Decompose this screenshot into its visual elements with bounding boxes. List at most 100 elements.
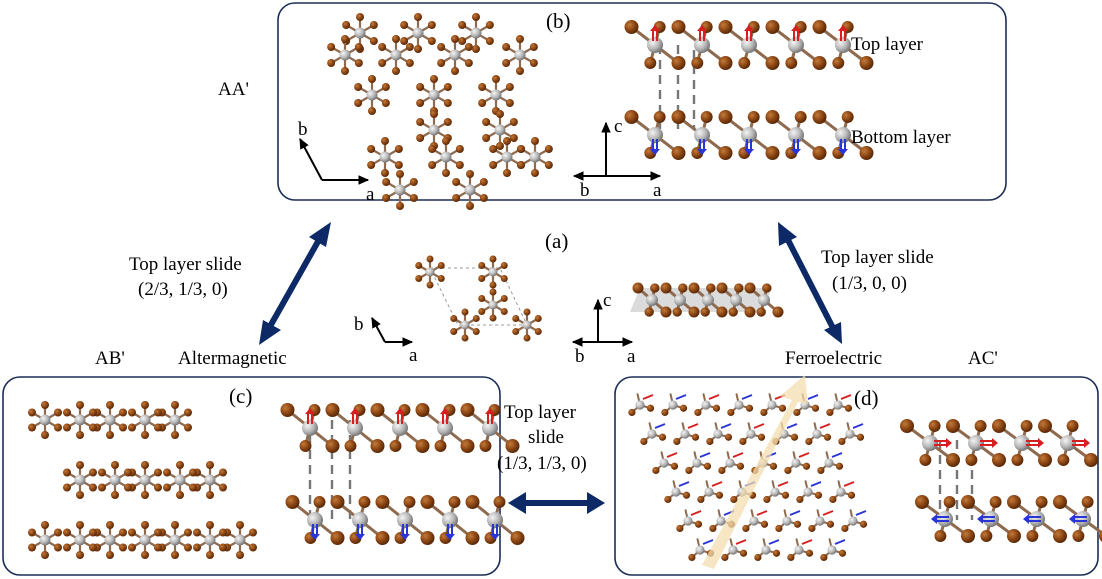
halogen-atom <box>664 495 672 504</box>
halogen-atom <box>712 404 721 412</box>
spin-arrow <box>819 423 831 429</box>
halogen-atom <box>812 56 827 70</box>
halogen-atom <box>700 307 710 317</box>
halogen-atom <box>427 37 436 45</box>
spin-arrow <box>840 394 852 400</box>
metal-atom <box>449 49 461 61</box>
panel-d-topview-lattice <box>628 375 868 569</box>
halogen-atom <box>671 56 686 70</box>
halogen-atom <box>141 551 149 559</box>
halogen-atom <box>760 520 769 528</box>
halogen-atom <box>479 440 492 452</box>
halogen-atom <box>658 433 667 441</box>
halogen-atom <box>448 496 461 508</box>
halogen-atom <box>505 83 514 91</box>
panel-a-sideview-monolayer <box>630 282 784 318</box>
metal-atom <box>392 420 408 436</box>
halogen-atom <box>465 531 480 545</box>
metal-atom <box>204 474 216 486</box>
halogen-atom <box>812 110 827 124</box>
halogen-atom <box>464 43 473 51</box>
metal-atom <box>470 27 482 39</box>
halogen-atom <box>745 404 754 412</box>
halogen-atom <box>718 20 733 34</box>
halogen-atom <box>118 408 127 417</box>
metal-atom <box>204 534 216 546</box>
halogen-atom <box>472 328 480 335</box>
halogen-atom <box>183 423 192 432</box>
halogen-atom <box>747 111 760 123</box>
halogen-atom <box>671 20 686 34</box>
halogen-atom <box>721 553 729 562</box>
axis-a-side-b: b <box>575 346 585 367</box>
spin-arrow <box>834 539 846 545</box>
spin-arrow <box>807 394 819 400</box>
phase-altermagnetic-label: Altermagnetic <box>178 348 287 369</box>
halogen-atom <box>756 307 766 317</box>
metal-atom <box>302 420 318 436</box>
halogen-atom <box>206 491 214 499</box>
halogen-atom <box>517 145 526 153</box>
metal-atom <box>680 429 690 439</box>
halogen-atom <box>236 521 244 529</box>
metal-atom <box>922 435 938 451</box>
halogen-atom <box>505 99 514 107</box>
halogen-atom <box>660 282 672 294</box>
halogen-atom <box>450 328 458 335</box>
metal-atom <box>694 127 710 143</box>
halogen-atom <box>691 57 704 69</box>
metal-atom <box>937 511 953 527</box>
stacking-aa-label: AA' <box>218 79 249 100</box>
halogen-atom <box>415 439 430 453</box>
halogen-atom <box>1053 529 1067 543</box>
halogen-atom <box>442 137 450 145</box>
metal-atom <box>39 414 51 426</box>
panel-a-topview-lattice <box>415 255 542 342</box>
halogen-atom <box>736 462 745 470</box>
stacking-ac-label: AC' <box>968 348 998 369</box>
halogen-atom <box>760 408 768 417</box>
metal-atom <box>758 294 770 306</box>
halogen-atom <box>478 275 486 282</box>
halogen-atom <box>946 419 960 433</box>
halogen-atom <box>796 495 804 504</box>
halogen-atom <box>409 194 418 202</box>
halogen-atom <box>832 57 845 69</box>
halogen-atom <box>325 439 340 453</box>
halogen-atom <box>171 431 179 439</box>
halogen-atom <box>1026 530 1039 542</box>
halogen-atom <box>1035 496 1048 508</box>
spin-arrow <box>810 481 822 487</box>
halogen-atom <box>718 110 733 124</box>
halogen-atom <box>128 528 137 537</box>
halogen-atom <box>63 423 72 432</box>
halogen-atom <box>41 551 49 559</box>
halogen-atom <box>817 466 825 475</box>
metal-atom <box>522 320 532 330</box>
metal-atom <box>488 267 498 277</box>
halogen-atom <box>437 262 445 269</box>
metal-atom <box>767 400 777 410</box>
halogen-atom <box>118 423 127 432</box>
halogen-atom <box>63 528 72 537</box>
halogen-atom <box>163 483 172 492</box>
halogen-atom <box>847 491 856 499</box>
metal-atom <box>812 429 822 439</box>
halogen-atom <box>671 146 686 160</box>
halogen-atom <box>688 282 700 294</box>
spin-arrow <box>777 481 789 487</box>
axis-b-top-a: a <box>366 184 375 205</box>
halogen-atom <box>437 43 446 51</box>
halogen-atom <box>382 178 391 186</box>
spin-arrow-head <box>992 438 998 448</box>
metal-atom <box>647 127 663 143</box>
halogen-atom <box>744 282 756 294</box>
halogen-atom <box>478 295 486 302</box>
halogen-atom <box>775 524 783 533</box>
metal-atom <box>803 487 813 497</box>
metal-atom <box>671 487 681 497</box>
halogen-atom <box>754 553 762 562</box>
halogen-atom <box>838 437 846 446</box>
halogen-atom <box>534 315 542 322</box>
halogen-atom <box>378 59 387 67</box>
